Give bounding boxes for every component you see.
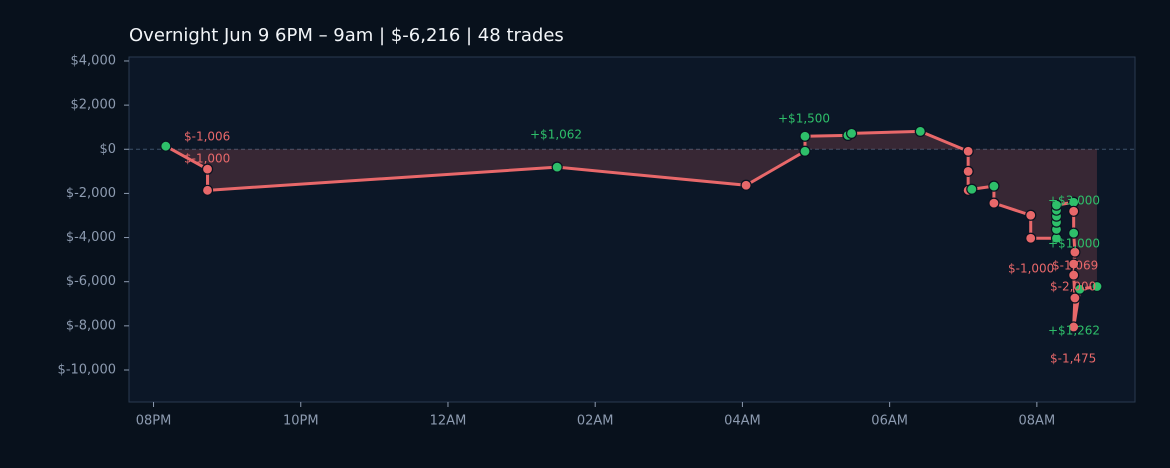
y-tick-label: $2,000 [71,98,117,113]
trade-marker [799,145,811,157]
line [165,129,1098,329]
trade-marker [914,125,926,137]
x-tick-label: 04AM [724,414,761,429]
x-tick-label: 12AM [430,414,467,429]
annotation: +$1,062 [530,128,582,142]
x-tick-label: 08AM [1019,414,1056,429]
y-tick-label: $-6,000 [66,274,116,289]
trade-marker [1068,205,1080,217]
trade-marker [740,179,752,191]
y-tick-label: $-8,000 [66,318,116,333]
trade-marker [551,161,563,173]
trade-marker [201,184,214,196]
trade-marker [988,180,1000,192]
trade-marker [1025,209,1037,221]
x-tick-label: 08PM [136,414,172,429]
area [165,131,1097,327]
trade-marker [1068,258,1080,270]
trade-marker [799,130,811,142]
trade-marker [1025,232,1037,244]
trade-marker [201,163,214,175]
x-tick-label: 10PM [283,414,319,429]
annotation: $-1,475 [1050,352,1096,366]
annotation: +$1,262 [1048,324,1100,338]
trade-marker [988,197,1000,209]
annotation: $-1,006 [184,130,230,144]
trade-marker [1068,269,1080,281]
trade-marker [1068,321,1080,333]
x-tick-label: 06AM [871,414,908,429]
x-tick-label: 02AM [577,414,614,429]
trade-marker [1074,283,1086,295]
y-tick-label: $-4,000 [66,230,116,245]
trade-marker [962,145,974,157]
annotation: $-1,069 [1052,259,1098,273]
y-tick-label: $4,000 [71,53,117,68]
annotation: $-2,000 [1050,280,1096,294]
trade-marker [1050,199,1063,211]
annotation: $-1,000 [1008,262,1054,276]
annotation: +$1,000 [1048,237,1100,251]
trade-marker [966,183,978,195]
annotation: $-1,000 [184,152,230,166]
trade-marker [160,140,172,152]
trade-marker [1091,280,1103,293]
annotation: +$3,000 [1048,194,1100,208]
annotation: +$1,500 [778,112,830,126]
trade-marker [846,127,858,139]
chart-title: Overnight Jun 9 6PM – 9am | $-6,216 | 48… [129,25,564,46]
trade-marker [1069,246,1081,258]
y-tick-label: $-10,000 [58,362,116,377]
plot-area [128,56,1136,403]
trade-marker [1069,292,1081,304]
trade-marker [1068,227,1080,239]
trade-marker [962,165,974,177]
y-tick-label: $-2,000 [66,186,116,201]
y-tick-label: $0 [99,142,116,157]
